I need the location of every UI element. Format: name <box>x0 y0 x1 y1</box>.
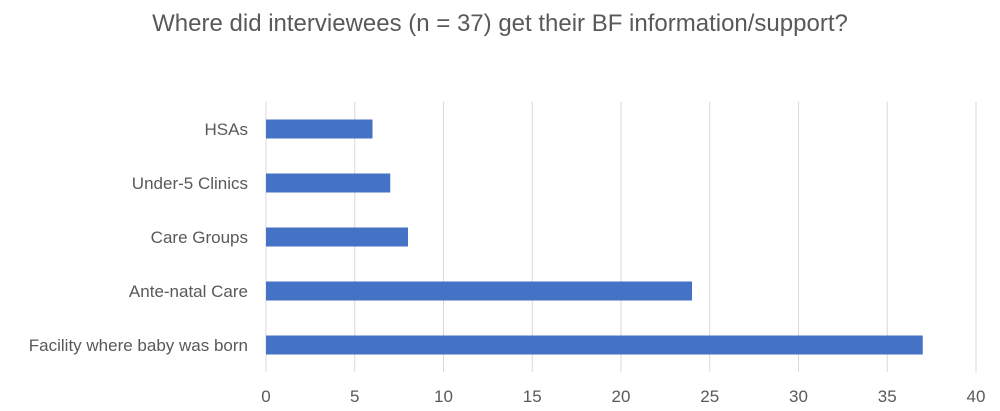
x-tick-label: 20 <box>612 387 631 406</box>
category-label: Care Groups <box>151 228 248 247</box>
x-tick-label: 25 <box>700 387 719 406</box>
bars <box>266 119 923 355</box>
x-tick-label: 35 <box>878 387 897 406</box>
x-tick-label: 15 <box>523 387 542 406</box>
x-tick-label: 0 <box>261 387 270 406</box>
category-label: Ante-natal Care <box>129 282 248 301</box>
x-tick-label: 30 <box>789 387 808 406</box>
bar <box>266 281 692 301</box>
x-tick-label: 10 <box>434 387 453 406</box>
category-label: Under-5 Clinics <box>132 174 248 193</box>
x-tick-label: 5 <box>350 387 359 406</box>
bar <box>266 173 391 193</box>
bar <box>266 335 923 355</box>
category-labels: HSAs Under-5 Clinics Care Groups Ante-natal… <box>29 120 248 355</box>
bar <box>266 119 373 139</box>
chart-title: Where did interviewees (n = 37) get thei… <box>152 10 848 37</box>
bar <box>266 227 408 247</box>
category-label: Facility where baby was born <box>29 336 248 355</box>
x-tick-label: 40 <box>967 387 986 406</box>
category-label: HSAs <box>205 120 248 139</box>
x-axis-ticks: 0 5 10 15 20 25 30 35 40 <box>261 387 985 406</box>
